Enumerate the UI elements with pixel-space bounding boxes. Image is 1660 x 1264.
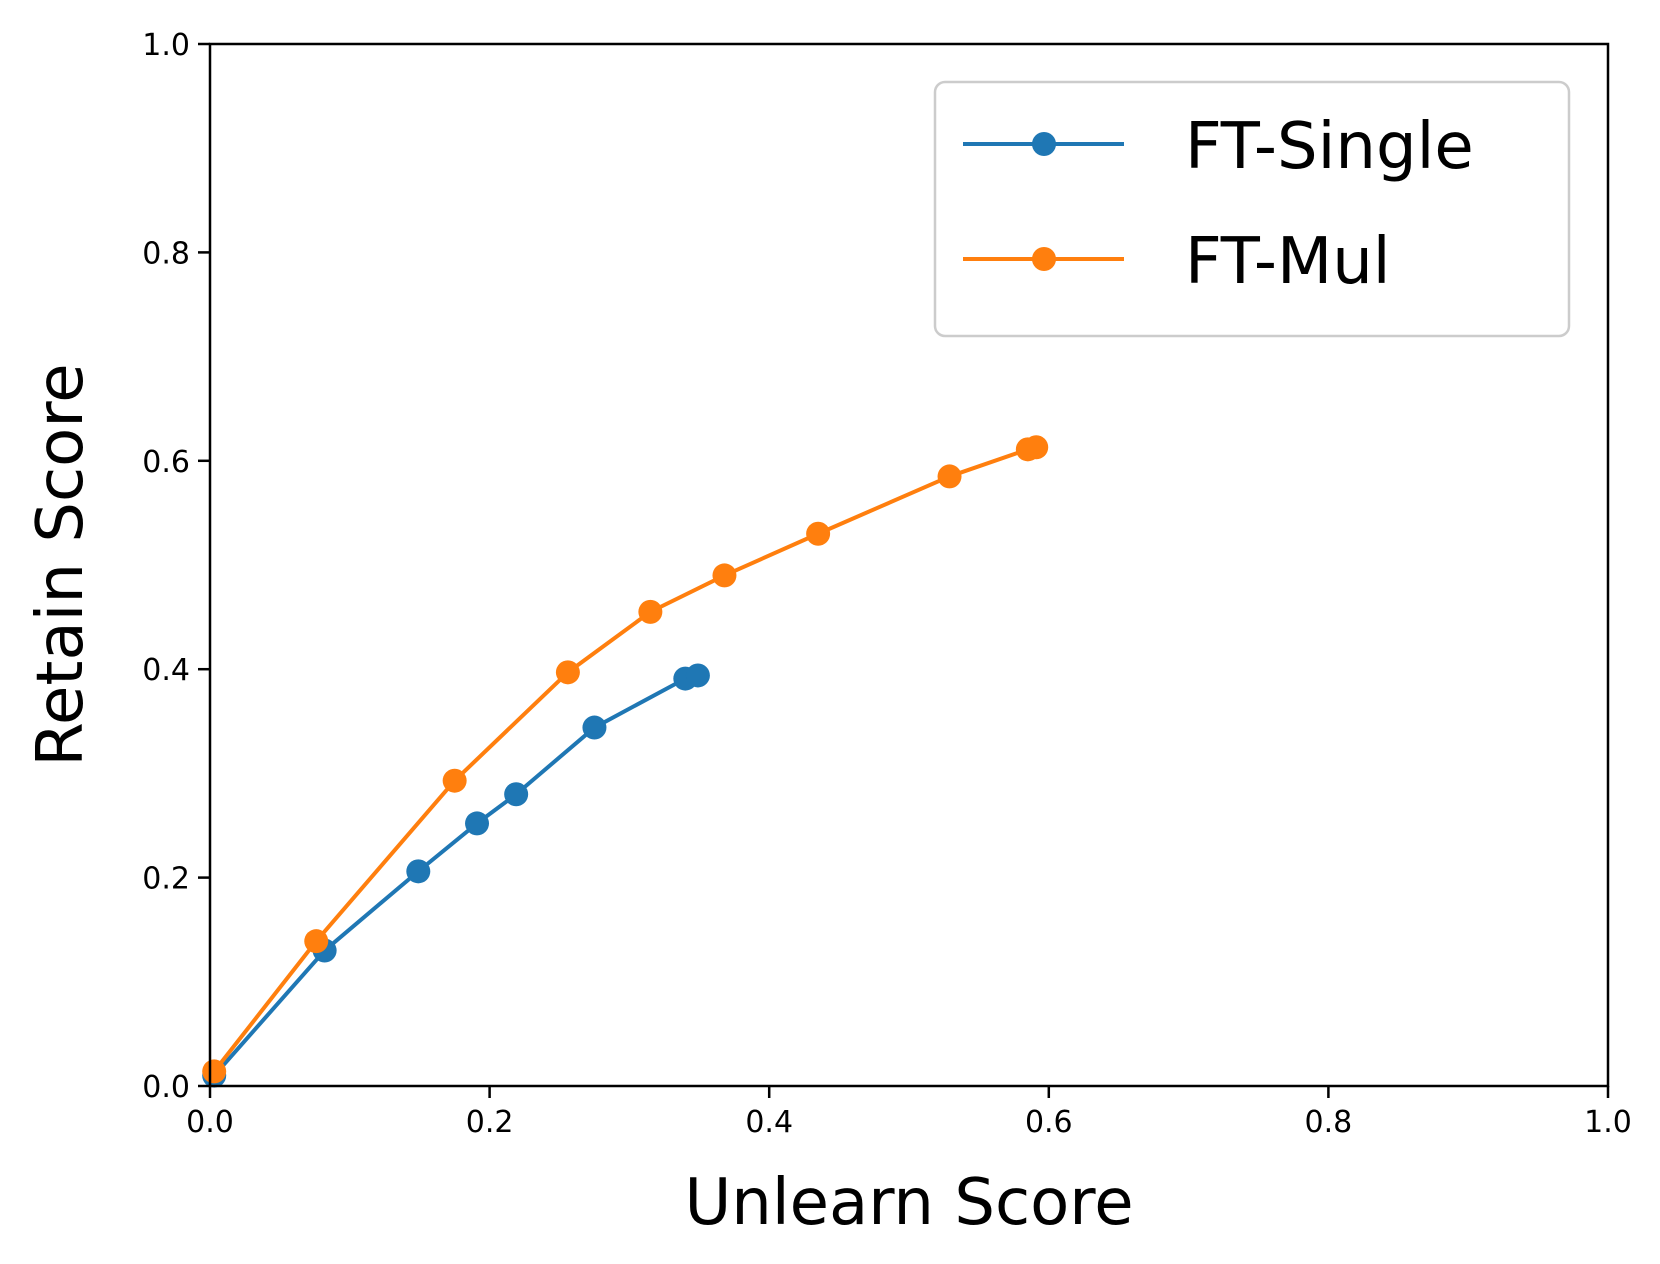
- data-point-ft-mul: [1024, 435, 1049, 460]
- legend-label-ft-mul: FT-Mul: [1185, 225, 1391, 299]
- data-point-ft-single: [582, 715, 607, 740]
- legend: FT-Single FT-Mul: [933, 80, 1571, 338]
- y-axis: 0.0 0.2 0.4 0.6 0.8 1.0: [142, 28, 210, 1105]
- series-layer: [202, 435, 1049, 1088]
- y-tick-label: 0.2: [142, 862, 190, 897]
- series-line-ft-single: [212, 673, 699, 1077]
- data-point-ft-mul: [442, 768, 467, 793]
- data-point-ft-single: [465, 811, 490, 836]
- x-tick-label: 0.2: [466, 1105, 514, 1140]
- data-point-ft-single: [685, 663, 710, 688]
- data-point-ft-single: [504, 782, 529, 807]
- x-tick-label: 0.4: [745, 1105, 793, 1140]
- data-point-ft-mul: [806, 521, 831, 546]
- data-point-ft-mul: [937, 464, 962, 489]
- x-tick-label: 0.6: [1025, 1105, 1073, 1140]
- legend-marker-ft-mul: [1032, 247, 1056, 271]
- x-tick-label: 0.8: [1305, 1105, 1353, 1140]
- y-tick-label: 0.4: [142, 653, 190, 688]
- data-point-ft-single: [406, 859, 431, 884]
- plot-frame: [208, 42, 1610, 1088]
- series-line-ft-mul: [212, 445, 1037, 1073]
- x-tick-label: 0.0: [186, 1105, 234, 1140]
- y-tick-label: 0.8: [142, 236, 190, 271]
- y-tick-label: 0.0: [142, 1070, 190, 1105]
- data-point-ft-mul: [638, 599, 663, 624]
- y-tick-label: 0.6: [142, 445, 190, 480]
- y-tick-label: 1.0: [142, 28, 190, 63]
- x-axis-title: Unlearn Score: [684, 1166, 1133, 1240]
- data-point-ft-mul: [202, 1059, 227, 1084]
- data-point-ft-mul: [712, 563, 737, 588]
- x-tick-label: 1.0: [1584, 1105, 1632, 1140]
- y-axis-title: Retain Score: [24, 363, 98, 766]
- data-point-ft-mul: [555, 660, 580, 685]
- data-point-ft-mul: [304, 929, 329, 954]
- legend-label-ft-single: FT-Single: [1185, 110, 1474, 184]
- x-axis: 0.0 0.2 0.4 0.6 0.8 1.0: [186, 1086, 1632, 1140]
- legend-marker-ft-single: [1032, 132, 1056, 156]
